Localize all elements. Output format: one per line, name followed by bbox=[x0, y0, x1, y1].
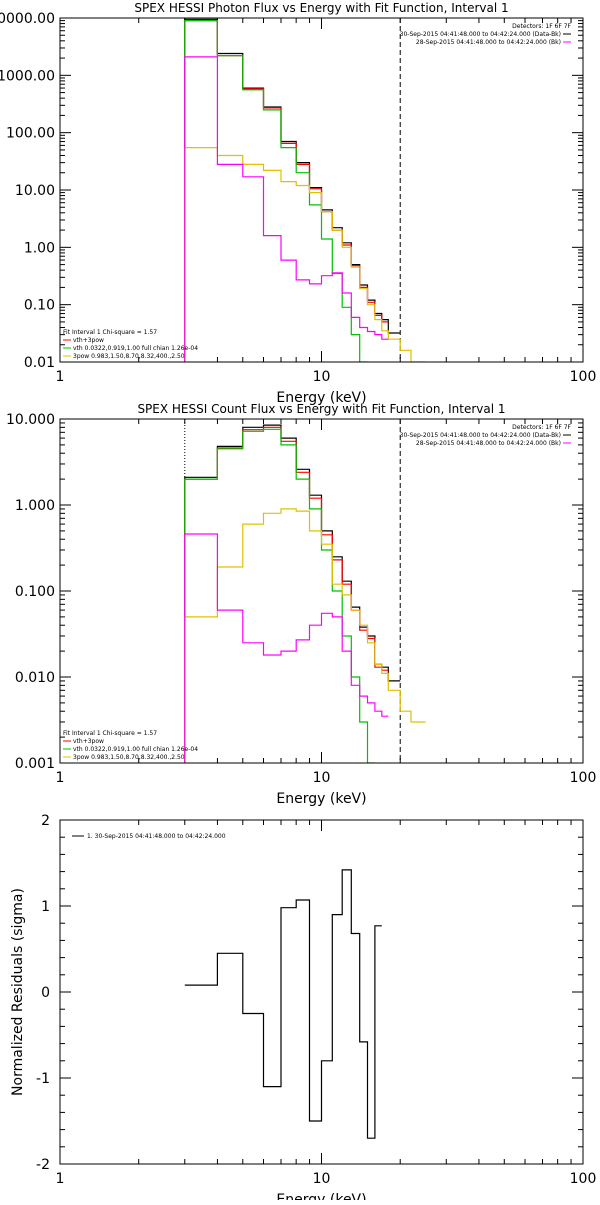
x-tick-label: 100 bbox=[570, 770, 597, 786]
y-tick-label: 0.100 bbox=[15, 584, 55, 600]
chart-panel-3: 1 10 100 Energy (keV) -2 -1 0 1 2 Normalized Resi… bbox=[10, 813, 597, 1205]
detectors-label: Detectors: 1F 6F 7F bbox=[512, 23, 571, 30]
y-tick-label: 0 bbox=[41, 985, 50, 1001]
chart-title: SPEX HESSI Count Flux vs Energy with Fit… bbox=[137, 402, 505, 416]
legend-entry: vth 0.0322,0.919,1.00 full chian 1.26e-0… bbox=[73, 746, 198, 753]
y-axis-label: Normalized Residuals (sigma) bbox=[10, 888, 26, 1096]
y-tick-label: 0.001 bbox=[15, 756, 55, 772]
y-tick-label: 0.010 bbox=[15, 670, 55, 686]
y-tick-label: 1.00 bbox=[24, 240, 55, 256]
x-tick-label: 1 bbox=[56, 1171, 65, 1187]
y-tick-label: 0.10 bbox=[24, 298, 55, 314]
x-tick-label: 10 bbox=[313, 1171, 331, 1187]
time-range-label: 28-Sep-2015 04:41:48.000 to 04:42:24.000… bbox=[416, 39, 561, 46]
y-tick-label: 10.000 bbox=[6, 412, 55, 428]
x-axis-label: Energy (keV) bbox=[276, 1192, 366, 1200]
y-tick-label: 100.00 bbox=[6, 126, 55, 142]
x-tick-label: 1 bbox=[56, 770, 65, 786]
chart-title: SPEX HESSI Photon Flux vs Energy with Fi… bbox=[134, 1, 508, 15]
time-range-label: 30-Sep-2015 04:41:48.000 to 04:42:24.000… bbox=[400, 31, 561, 38]
time-range-label: 30-Sep-2015 04:41:48.000 to 04:42:24.000… bbox=[400, 432, 561, 439]
y-tick-label: 0.01 bbox=[24, 355, 55, 371]
series-line-bk bbox=[184, 533, 389, 763]
y-tick-label: 1000.00 bbox=[0, 68, 55, 84]
x-tick-label: 100 bbox=[570, 369, 597, 385]
series-line-3pow bbox=[184, 147, 426, 362]
y-tick-label: 1 bbox=[41, 899, 50, 915]
plot-frame bbox=[59, 418, 584, 764]
x-tick-label: 1 bbox=[56, 369, 65, 385]
chart-panel-1: SPEX HESSI Photon Flux vs Energy with Fi… bbox=[0, 1, 596, 406]
legend-entry: vth+3pow bbox=[73, 738, 104, 745]
detectors-label: Detectors: 1F 6F 7F bbox=[512, 424, 571, 431]
y-tick-label: 2 bbox=[41, 813, 50, 829]
y-tick-label: 1.000 bbox=[15, 498, 55, 514]
time-range-label: 28-Sep-2015 04:41:48.000 to 04:42:24.000… bbox=[416, 440, 561, 447]
x-tick-label: 100 bbox=[570, 1171, 597, 1187]
legend-entry: 3pow 0.983,1.50,8.70,8.32,400.,2.50 bbox=[73, 353, 185, 360]
legend-entry: Fit Interval 1 Chi-square = 1.57 bbox=[63, 730, 157, 737]
series-line-bk bbox=[184, 56, 389, 362]
x-axis-label: Energy (keV) bbox=[276, 390, 366, 406]
x-tick-label: 10 bbox=[313, 369, 331, 385]
x-axis-label: Energy (keV) bbox=[276, 791, 366, 807]
chart-panel-2: SPEX HESSI Count Flux vs Energy with Fit… bbox=[6, 402, 596, 807]
y-tick-label: 10.00 bbox=[15, 183, 55, 199]
y-tick-label: -1 bbox=[36, 1071, 50, 1087]
series-line-vth-3pow bbox=[184, 20, 389, 362]
series-line-residuals bbox=[184, 869, 382, 1139]
plot-frame bbox=[59, 819, 584, 1165]
plot-area bbox=[184, 18, 426, 362]
series-line-vth bbox=[184, 428, 375, 763]
legend-entry: vth+3pow bbox=[73, 337, 104, 344]
series-line-3pow bbox=[184, 508, 426, 763]
plot-frame bbox=[59, 17, 584, 363]
y-tick-label: 10000.00 bbox=[0, 11, 55, 27]
y-tick-label: -2 bbox=[36, 1157, 50, 1173]
legend-entry: 1. 30-Sep-2015 04:41:48.000 to 04:42:24.… bbox=[87, 833, 226, 840]
x-tick-label: 10 bbox=[313, 770, 331, 786]
legend-entry: vth 0.0322,0.919,1.00 full chian 1.26e-0… bbox=[73, 345, 198, 352]
plot-area bbox=[184, 869, 382, 1139]
series-line-vth bbox=[184, 20, 368, 362]
legend-entry: Fit Interval 1 Chi-square = 1.57 bbox=[63, 329, 157, 336]
legend-entry: 3pow 0.983,1.50,8.70,8.32,400.,2.50 bbox=[73, 754, 185, 761]
plot-area bbox=[184, 419, 426, 763]
